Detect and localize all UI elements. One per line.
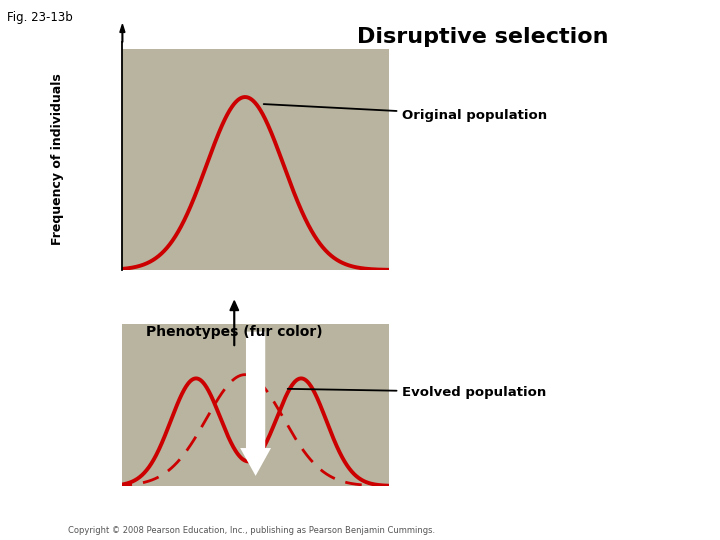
Text: Original population: Original population <box>264 104 547 122</box>
Text: Disruptive selection: Disruptive selection <box>356 27 608 47</box>
Text: Phenotypes (fur color): Phenotypes (fur color) <box>146 325 323 339</box>
Text: Evolved population: Evolved population <box>288 386 546 399</box>
FancyArrow shape <box>240 332 271 476</box>
Text: Copyright © 2008 Pearson Education, Inc., publishing as Pearson Benjamin Cumming: Copyright © 2008 Pearson Education, Inc.… <box>68 525 436 535</box>
Text: Fig. 23-13b: Fig. 23-13b <box>7 11 73 24</box>
Text: Frequency of individuals: Frequency of individuals <box>51 73 64 245</box>
